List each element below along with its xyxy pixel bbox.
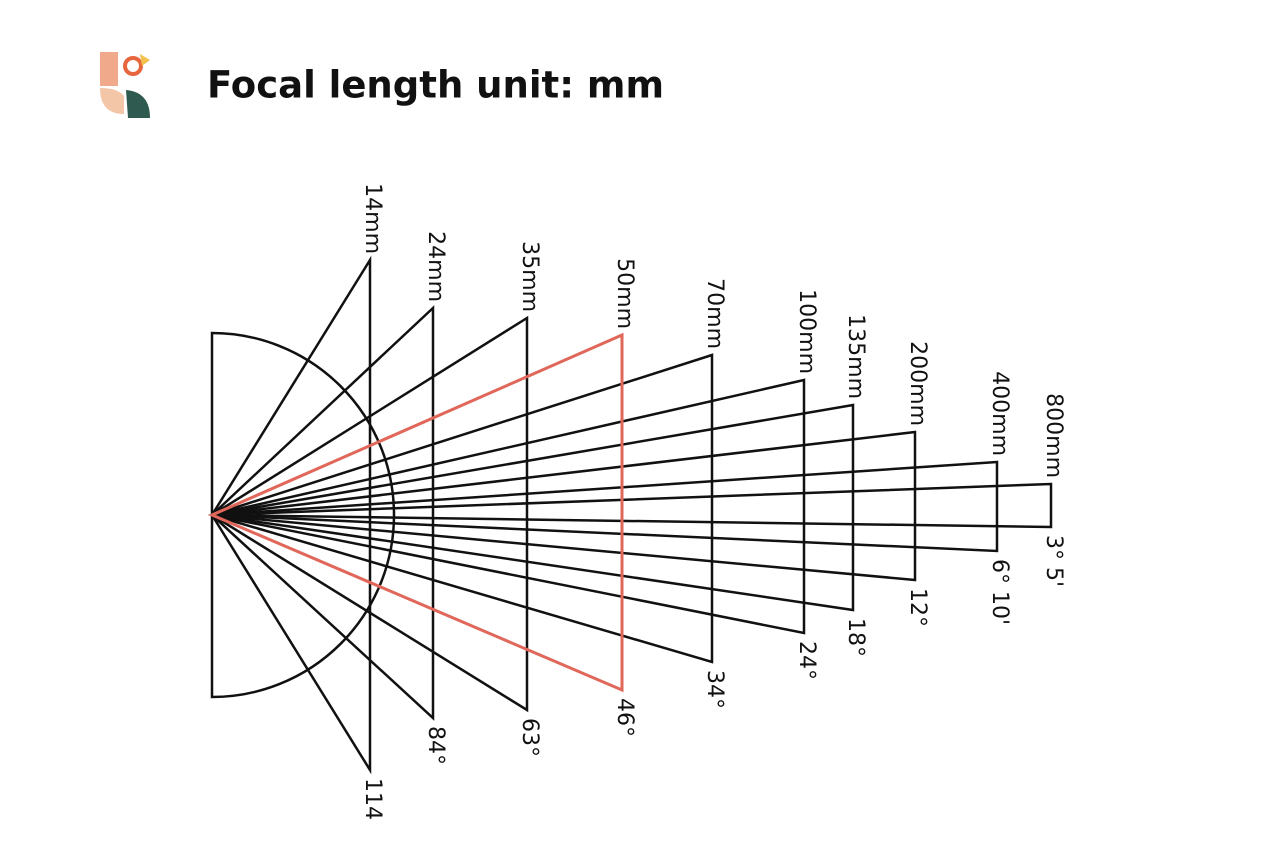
focal-label: 50mm	[612, 258, 637, 329]
focal-label: 100mm	[794, 289, 819, 374]
angle-label: 12°	[905, 588, 930, 627]
lens-fan	[210, 305, 435, 721]
angle-label: 3° 5'	[1041, 535, 1066, 587]
lens-fan	[208, 332, 624, 693]
lens-fan	[209, 315, 529, 713]
focal-label: 24mm	[423, 231, 448, 302]
angle-label: 84°	[423, 726, 448, 765]
focal-label: 14mm	[360, 183, 385, 254]
angle-label: 18°	[843, 618, 868, 657]
angle-label: 24°	[794, 641, 819, 680]
lens-fan	[211, 430, 917, 582]
lens-fan	[207, 353, 714, 664]
angle-label: 46°	[612, 698, 637, 737]
lens-fan	[211, 378, 806, 635]
angle-label: 6° 10'	[987, 559, 1012, 625]
focal-label: 400mm	[987, 371, 1012, 456]
lens-fan	[211, 403, 855, 612]
angle-semicircle	[210, 331, 396, 699]
focal-label: 135mm	[843, 314, 868, 399]
title: Focal length unit: mm	[207, 64, 664, 107]
focal-label: 200mm	[905, 341, 930, 426]
focal-label: 70mm	[702, 278, 727, 349]
focal-label: 800mm	[1041, 393, 1066, 478]
logo	[100, 52, 150, 118]
lens-fan	[210, 255, 372, 775]
angle-label: 114	[360, 778, 385, 820]
angle-label: 34°	[702, 670, 727, 709]
lens-fan	[211, 460, 999, 553]
angle-label: 63°	[517, 718, 542, 757]
focal-label: 35mm	[517, 241, 542, 312]
lens-fan	[211, 482, 1053, 529]
lens-fans: 14mm 114 24mm 84° 35mm 63° 70mm 34° 100mm 24° 135m…	[207, 183, 1066, 820]
